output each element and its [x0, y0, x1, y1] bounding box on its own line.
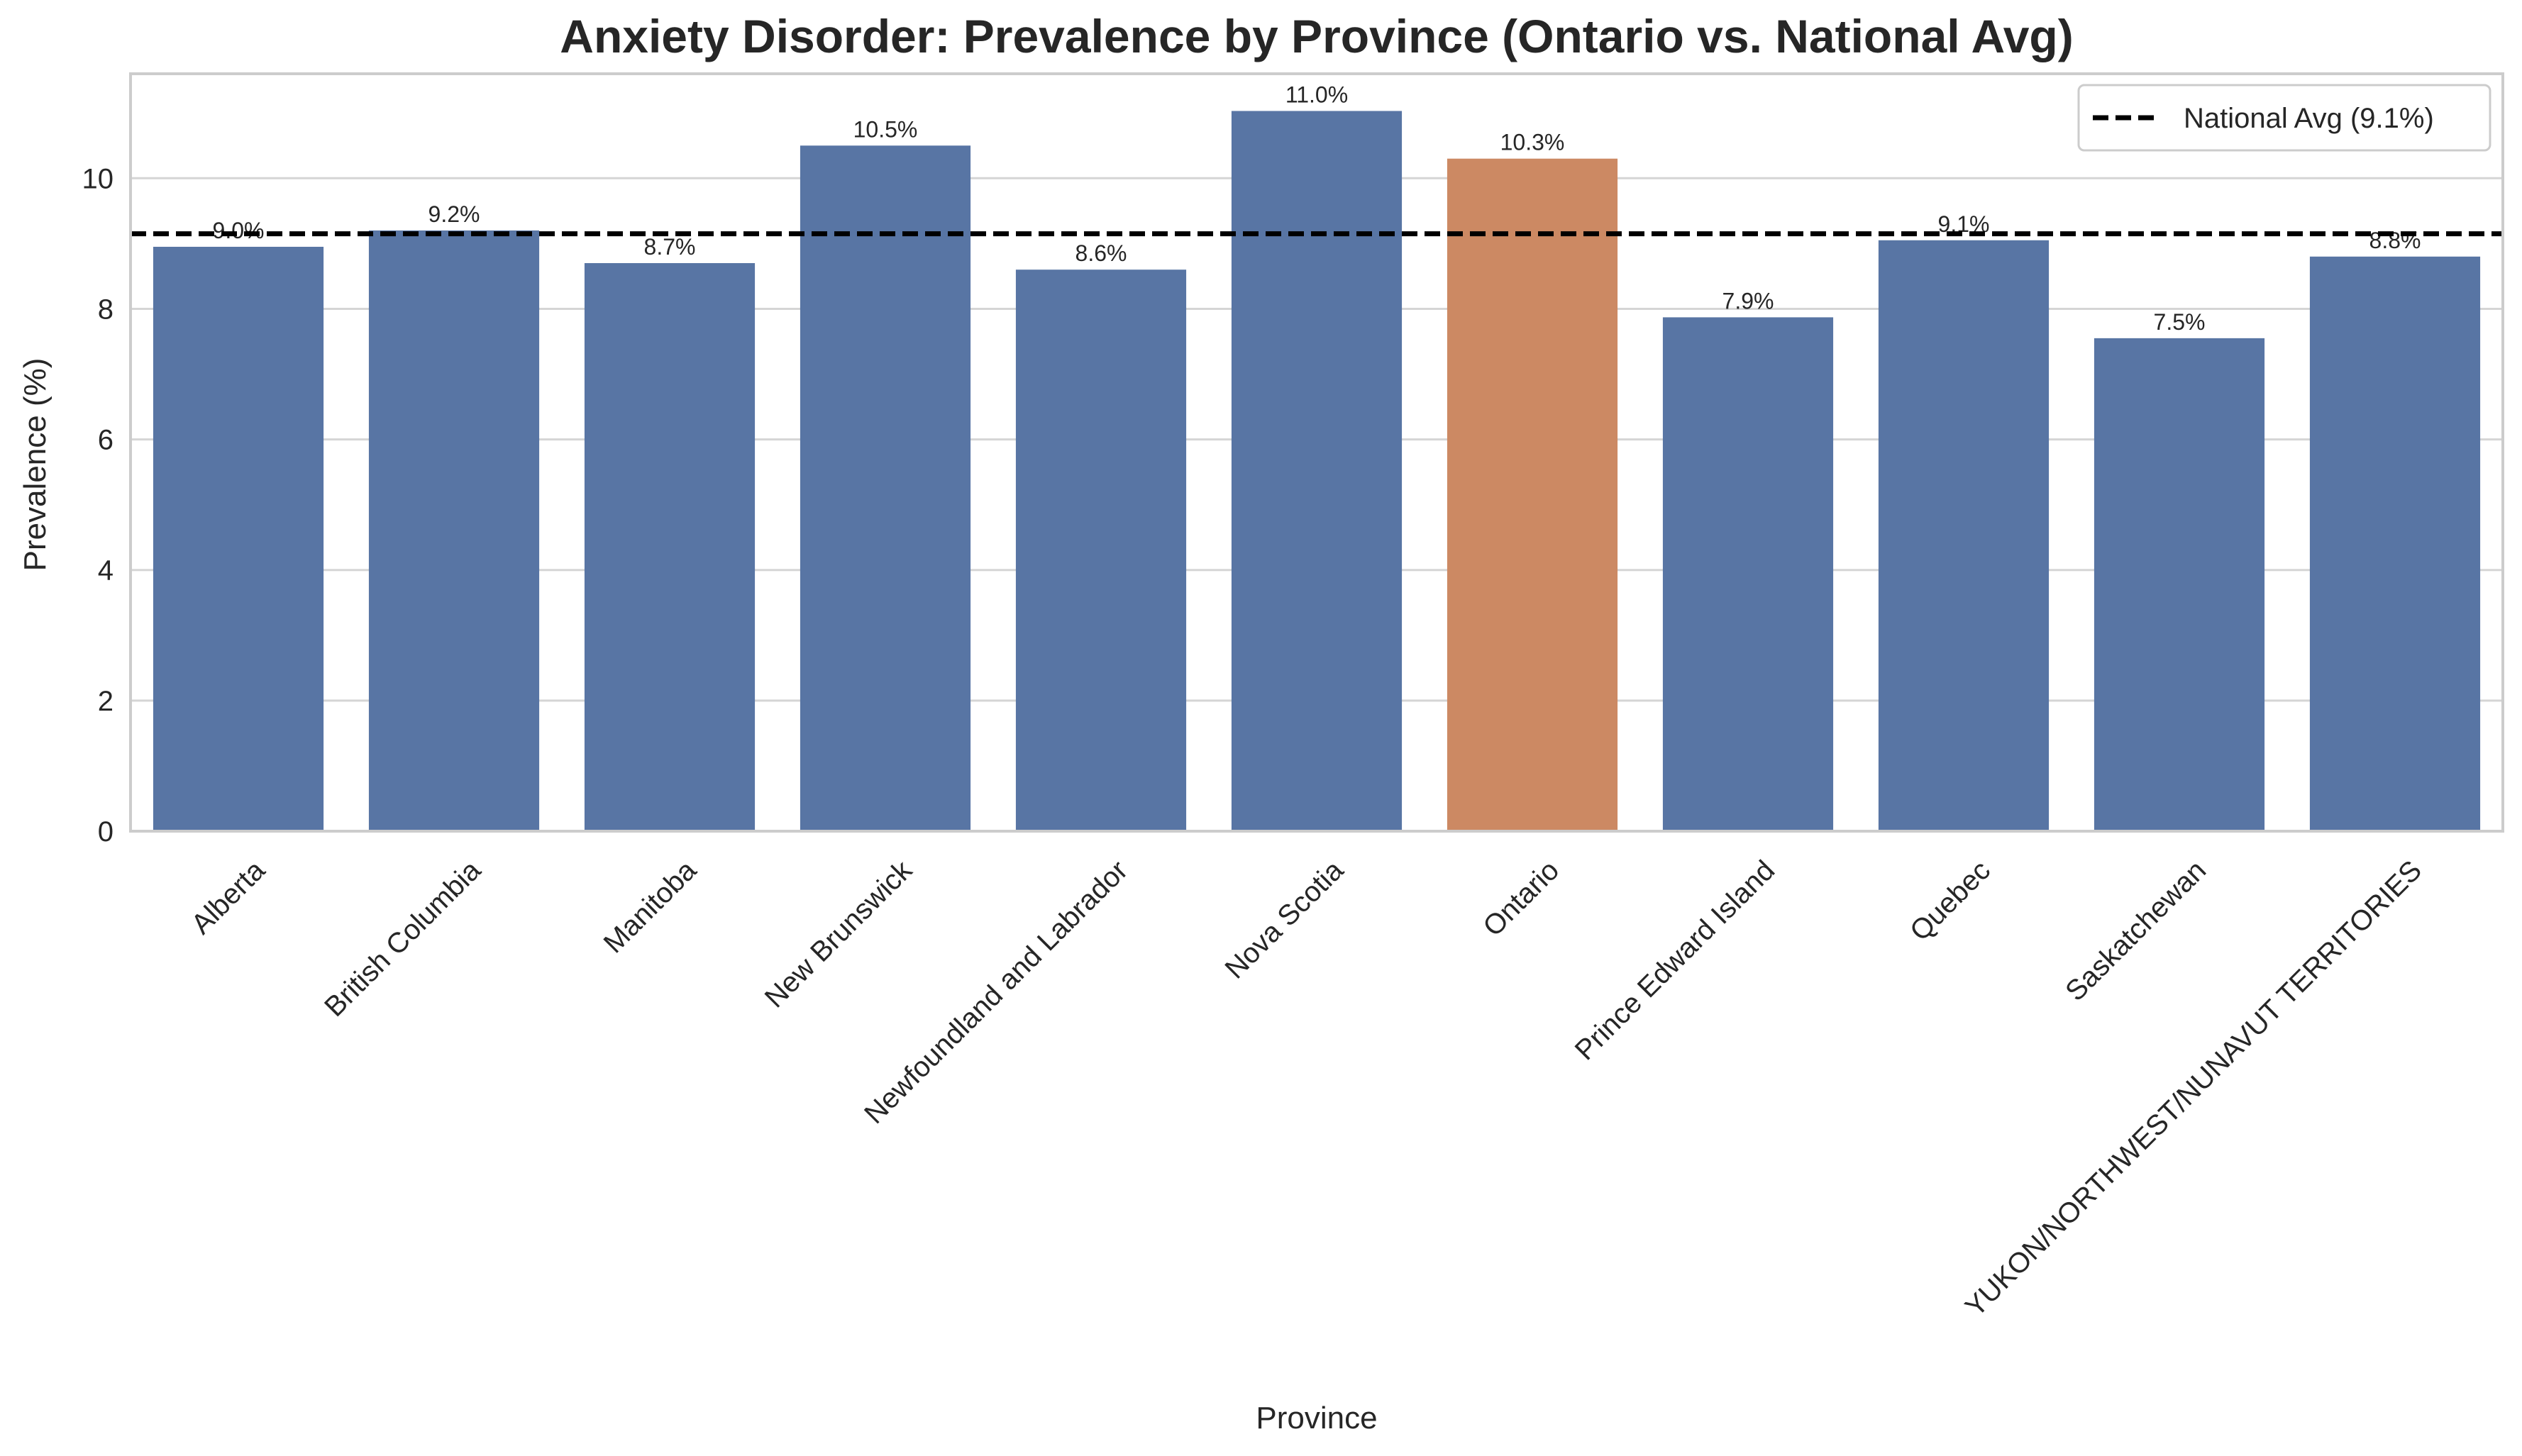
bar-value-label: 7.9%: [1722, 288, 1774, 313]
y-tick-label: 4: [98, 555, 114, 587]
y-tick-label: 0: [98, 816, 114, 848]
chart-title: Anxiety Disorder: Prevalence by Province…: [560, 10, 2073, 62]
y-tick-label: 2: [98, 686, 114, 717]
y-axis-label: Prevalence (%): [18, 358, 52, 572]
bar: [153, 246, 324, 831]
legend-item-national-average: National Avg (9.1%): [2184, 103, 2434, 134]
bar: [1231, 111, 1403, 831]
bar-value-label: 11.0%: [1285, 82, 1348, 107]
bar-value-label: 8.7%: [644, 234, 696, 260]
bar-value-label: 9.2%: [428, 201, 480, 227]
y-axis-ticks: 0 2 4 6 8 10: [82, 163, 114, 848]
bar-value-labels: 9.0%9.2%8.7%10.5%8.6%11.0%10.3%7.9%9.1%7…: [213, 82, 2421, 334]
bar: [1662, 317, 1834, 831]
bar: [1015, 269, 1187, 831]
bar-value-label: 7.5%: [2154, 309, 2206, 335]
bars: [153, 111, 2481, 832]
bar: [1878, 240, 2050, 831]
y-tick-label: 6: [98, 425, 114, 456]
bar-value-label: 9.0%: [213, 218, 265, 243]
legend: National Avg (9.1%): [2077, 84, 2491, 152]
bar: [1447, 158, 1618, 832]
x-axis-label: Province: [1256, 1401, 1377, 1435]
bar: [2094, 338, 2265, 832]
plot-frame: [129, 72, 2504, 833]
bar: [368, 230, 540, 831]
bar: [800, 145, 971, 831]
bar-value-label: 10.5%: [853, 116, 918, 142]
y-tick-label: 8: [98, 294, 114, 325]
bar-value-label: 8.6%: [1075, 240, 1127, 266]
bar: [2309, 256, 2481, 831]
bar-value-label: 10.3%: [1500, 130, 1565, 155]
legend-box: [2077, 84, 2491, 152]
bar: [584, 263, 756, 831]
y-tick-label: 10: [82, 163, 114, 194]
